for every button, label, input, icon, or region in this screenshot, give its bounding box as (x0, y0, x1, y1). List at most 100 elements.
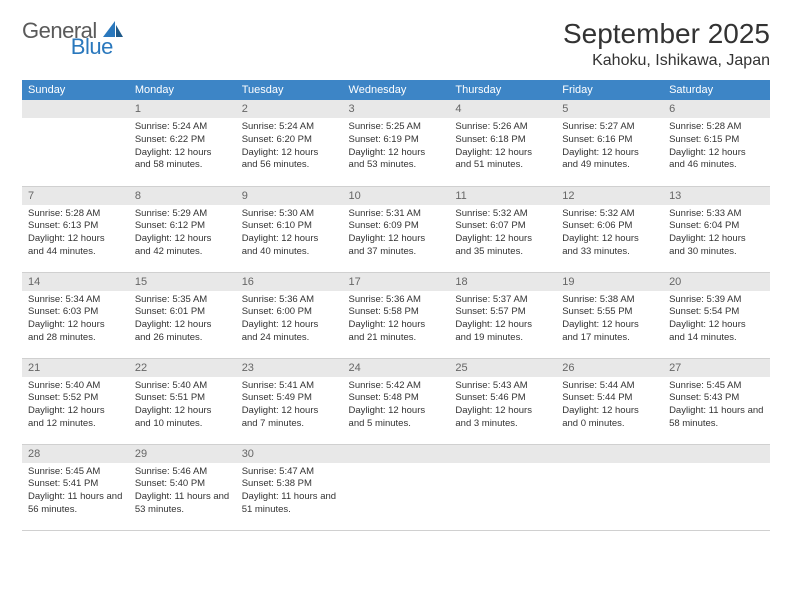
daylight-text: Daylight: 12 hours and 28 minutes. (28, 319, 123, 345)
sunrise-text: Sunrise: 5:33 AM (669, 208, 764, 221)
calendar-day-cell: 24Sunrise: 5:42 AMSunset: 5:48 PMDayligh… (343, 358, 450, 444)
sunset-text: Sunset: 5:40 PM (135, 478, 230, 491)
day-details: Sunrise: 5:32 AMSunset: 6:07 PMDaylight:… (449, 205, 556, 261)
daylight-text: Daylight: 12 hours and 56 minutes. (242, 147, 337, 173)
day-details: Sunrise: 5:34 AMSunset: 6:03 PMDaylight:… (22, 291, 129, 347)
weekday-header: Friday (556, 80, 663, 100)
day-number: 21 (22, 359, 129, 377)
daylight-text: Daylight: 12 hours and 3 minutes. (455, 405, 550, 431)
calendar-day-cell: 5Sunrise: 5:27 AMSunset: 6:16 PMDaylight… (556, 100, 663, 186)
sunset-text: Sunset: 5:43 PM (669, 392, 764, 405)
sunrise-text: Sunrise: 5:28 AM (669, 121, 764, 134)
sunset-text: Sunset: 6:13 PM (28, 220, 123, 233)
sunset-text: Sunset: 6:16 PM (562, 134, 657, 147)
sunrise-text: Sunrise: 5:36 AM (349, 294, 444, 307)
calendar-day-cell: 25Sunrise: 5:43 AMSunset: 5:46 PMDayligh… (449, 358, 556, 444)
calendar-week-row: 28Sunrise: 5:45 AMSunset: 5:41 PMDayligh… (22, 444, 770, 530)
calendar-day-cell: 27Sunrise: 5:45 AMSunset: 5:43 PMDayligh… (663, 358, 770, 444)
daylight-text: Daylight: 11 hours and 56 minutes. (28, 491, 123, 517)
day-number (449, 445, 556, 463)
calendar-day-cell: 28Sunrise: 5:45 AMSunset: 5:41 PMDayligh… (22, 444, 129, 530)
brand-blue: Blue (71, 34, 113, 60)
sunset-text: Sunset: 5:54 PM (669, 306, 764, 319)
calendar-day-cell (22, 100, 129, 186)
day-details: Sunrise: 5:24 AMSunset: 6:20 PMDaylight:… (236, 118, 343, 174)
day-details (22, 118, 129, 168)
day-details: Sunrise: 5:35 AMSunset: 6:01 PMDaylight:… (129, 291, 236, 347)
day-number: 8 (129, 187, 236, 205)
calendar-week-row: 21Sunrise: 5:40 AMSunset: 5:52 PMDayligh… (22, 358, 770, 444)
day-details (663, 463, 770, 513)
day-details: Sunrise: 5:38 AMSunset: 5:55 PMDaylight:… (556, 291, 663, 347)
sunrise-text: Sunrise: 5:34 AM (28, 294, 123, 307)
sunset-text: Sunset: 6:15 PM (669, 134, 764, 147)
calendar-day-cell: 16Sunrise: 5:36 AMSunset: 6:00 PMDayligh… (236, 272, 343, 358)
sunrise-text: Sunrise: 5:27 AM (562, 121, 657, 134)
sunrise-text: Sunrise: 5:42 AM (349, 380, 444, 393)
sunset-text: Sunset: 6:22 PM (135, 134, 230, 147)
sunset-text: Sunset: 6:18 PM (455, 134, 550, 147)
day-number (22, 100, 129, 118)
calendar-day-cell (343, 444, 450, 530)
day-details: Sunrise: 5:40 AMSunset: 5:52 PMDaylight:… (22, 377, 129, 433)
day-number: 13 (663, 187, 770, 205)
calendar-day-cell: 10Sunrise: 5:31 AMSunset: 6:09 PMDayligh… (343, 186, 450, 272)
sunset-text: Sunset: 5:48 PM (349, 392, 444, 405)
sunrise-text: Sunrise: 5:25 AM (349, 121, 444, 134)
day-number: 29 (129, 445, 236, 463)
calendar-day-cell: 30Sunrise: 5:47 AMSunset: 5:38 PMDayligh… (236, 444, 343, 530)
day-number: 27 (663, 359, 770, 377)
calendar-day-cell: 11Sunrise: 5:32 AMSunset: 6:07 PMDayligh… (449, 186, 556, 272)
daylight-text: Daylight: 12 hours and 40 minutes. (242, 233, 337, 259)
day-details: Sunrise: 5:27 AMSunset: 6:16 PMDaylight:… (556, 118, 663, 174)
weekday-header: Monday (129, 80, 236, 100)
calendar-day-cell: 13Sunrise: 5:33 AMSunset: 6:04 PMDayligh… (663, 186, 770, 272)
location-text: Kahoku, Ishikawa, Japan (563, 52, 770, 70)
weekday-header: Wednesday (343, 80, 450, 100)
daylight-text: Daylight: 12 hours and 46 minutes. (669, 147, 764, 173)
sunrise-text: Sunrise: 5:26 AM (455, 121, 550, 134)
calendar-day-cell: 17Sunrise: 5:36 AMSunset: 5:58 PMDayligh… (343, 272, 450, 358)
sunset-text: Sunset: 6:00 PM (242, 306, 337, 319)
sunset-text: Sunset: 5:46 PM (455, 392, 550, 405)
sunrise-text: Sunrise: 5:35 AM (135, 294, 230, 307)
sunset-text: Sunset: 6:01 PM (135, 306, 230, 319)
day-details: Sunrise: 5:45 AMSunset: 5:43 PMDaylight:… (663, 377, 770, 433)
calendar-body: 1Sunrise: 5:24 AMSunset: 6:22 PMDaylight… (22, 100, 770, 530)
daylight-text: Daylight: 12 hours and 0 minutes. (562, 405, 657, 431)
calendar-week-row: 14Sunrise: 5:34 AMSunset: 6:03 PMDayligh… (22, 272, 770, 358)
daylight-text: Daylight: 12 hours and 19 minutes. (455, 319, 550, 345)
day-number: 10 (343, 187, 450, 205)
day-number: 25 (449, 359, 556, 377)
daylight-text: Daylight: 12 hours and 33 minutes. (562, 233, 657, 259)
weekday-header: Sunday (22, 80, 129, 100)
day-details: Sunrise: 5:41 AMSunset: 5:49 PMDaylight:… (236, 377, 343, 433)
day-number: 2 (236, 100, 343, 118)
sunrise-text: Sunrise: 5:44 AM (562, 380, 657, 393)
sunset-text: Sunset: 5:38 PM (242, 478, 337, 491)
day-details: Sunrise: 5:32 AMSunset: 6:06 PMDaylight:… (556, 205, 663, 261)
sunrise-text: Sunrise: 5:30 AM (242, 208, 337, 221)
daylight-text: Daylight: 12 hours and 49 minutes. (562, 147, 657, 173)
calendar-day-cell: 18Sunrise: 5:37 AMSunset: 5:57 PMDayligh… (449, 272, 556, 358)
daylight-text: Daylight: 11 hours and 58 minutes. (669, 405, 764, 431)
daylight-text: Daylight: 12 hours and 17 minutes. (562, 319, 657, 345)
day-details: Sunrise: 5:36 AMSunset: 5:58 PMDaylight:… (343, 291, 450, 347)
sunrise-text: Sunrise: 5:28 AM (28, 208, 123, 221)
weekday-header: Tuesday (236, 80, 343, 100)
day-number (663, 445, 770, 463)
sunset-text: Sunset: 5:57 PM (455, 306, 550, 319)
calendar-day-cell: 15Sunrise: 5:35 AMSunset: 6:01 PMDayligh… (129, 272, 236, 358)
daylight-text: Daylight: 12 hours and 24 minutes. (242, 319, 337, 345)
daylight-text: Daylight: 12 hours and 35 minutes. (455, 233, 550, 259)
daylight-text: Daylight: 11 hours and 53 minutes. (135, 491, 230, 517)
day-details: Sunrise: 5:47 AMSunset: 5:38 PMDaylight:… (236, 463, 343, 519)
sunset-text: Sunset: 5:52 PM (28, 392, 123, 405)
weekday-header: Thursday (449, 80, 556, 100)
day-number (343, 445, 450, 463)
calendar-week-row: 1Sunrise: 5:24 AMSunset: 6:22 PMDaylight… (22, 100, 770, 186)
sunrise-text: Sunrise: 5:46 AM (135, 466, 230, 479)
sunrise-text: Sunrise: 5:32 AM (562, 208, 657, 221)
day-number: 7 (22, 187, 129, 205)
day-number: 22 (129, 359, 236, 377)
